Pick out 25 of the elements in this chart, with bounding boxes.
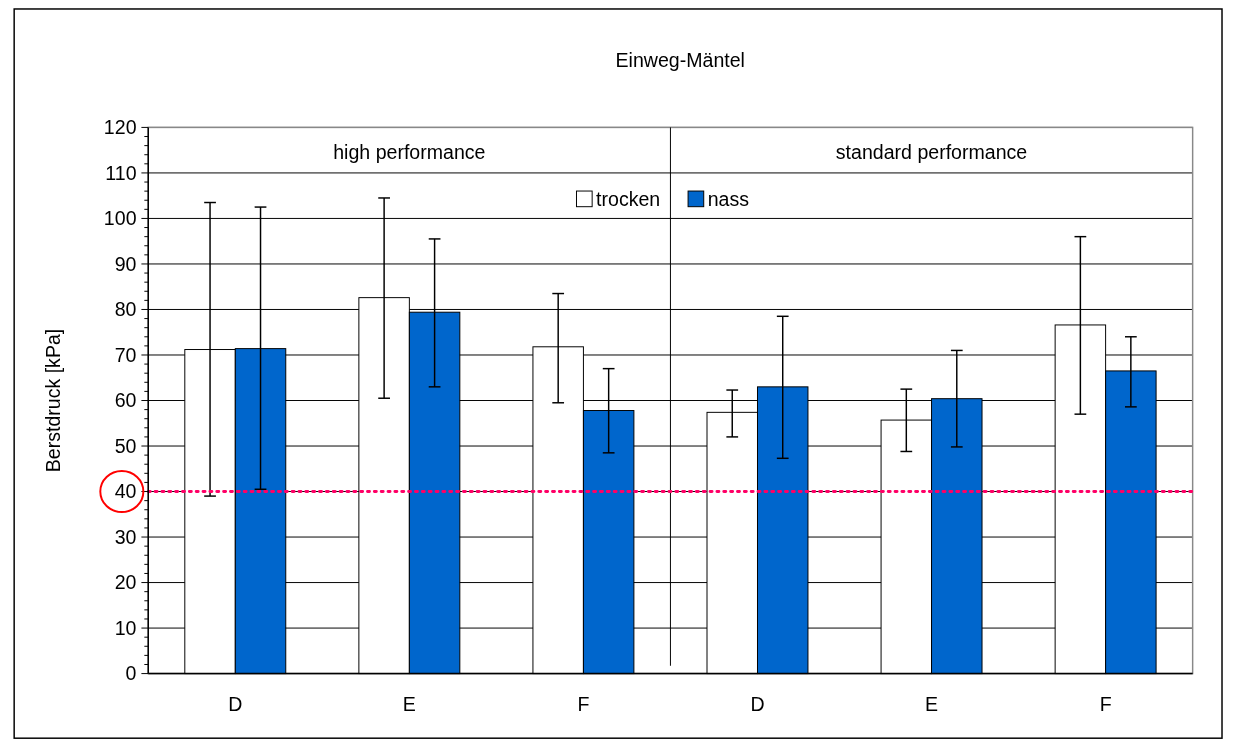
legend-label: nass: [707, 187, 750, 210]
y-tick-label: 10: [114, 616, 137, 639]
y-tick-label: 120: [103, 116, 137, 139]
y-tick-label: 20: [114, 571, 137, 594]
legend-label: trocken: [596, 187, 661, 210]
x-tick-label: F: [577, 692, 590, 715]
annotation: high performance: [333, 140, 486, 163]
x-tick-label: E: [925, 692, 939, 715]
y-axis-title: Berstdruck [kPa]: [42, 328, 65, 473]
y-tick-label: 50: [114, 434, 137, 457]
y-tick-label: 0: [125, 662, 137, 685]
x-tick-label: D: [228, 692, 243, 715]
y-tick-label: 80: [114, 298, 137, 321]
y-tick-label: 40: [114, 480, 137, 503]
y-tick-label: 60: [114, 389, 137, 412]
x-tick-label: F: [1099, 692, 1112, 715]
x-tick-label: E: [402, 692, 416, 715]
y-tick-label: 90: [114, 252, 137, 275]
annotation: standard performance: [835, 140, 1028, 163]
x-tick-label: D: [750, 692, 765, 715]
y-tick-label: 110: [105, 161, 137, 184]
chart-title: Einweg-Mäntel: [615, 48, 745, 71]
y-tick-label: 70: [114, 343, 137, 366]
y-tick-label: 100: [103, 207, 137, 230]
y-tick-label: 30: [114, 525, 137, 548]
